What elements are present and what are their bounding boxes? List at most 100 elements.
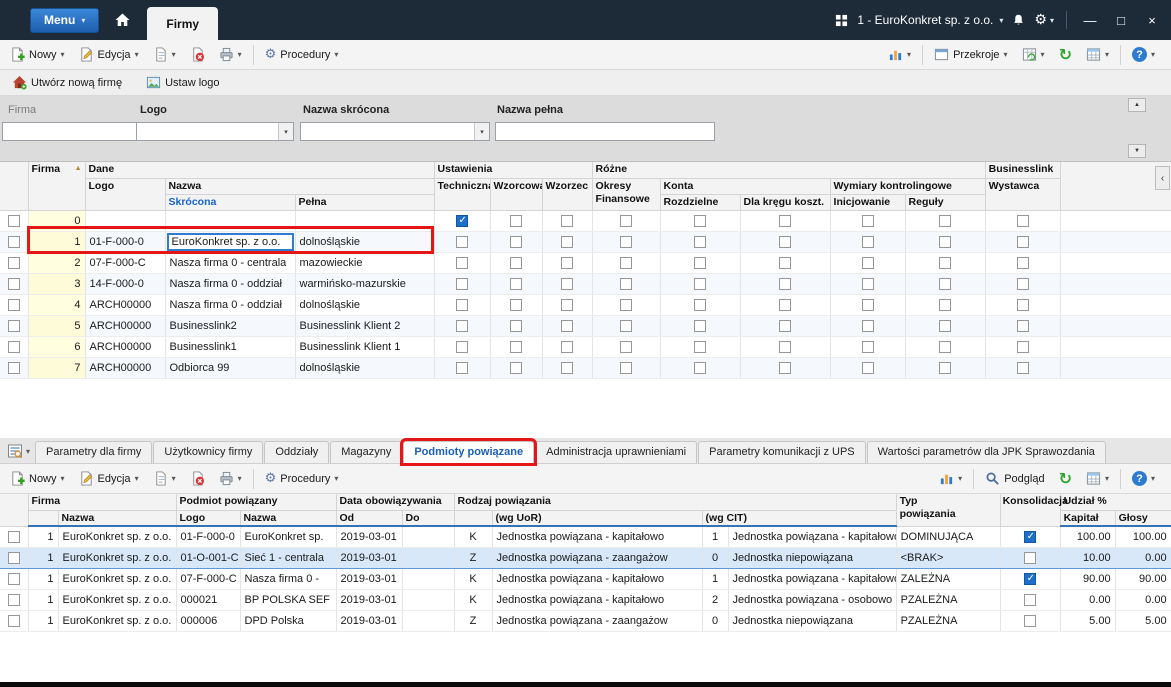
cell-inicjowanie[interactable]	[830, 294, 905, 315]
col-group-konta[interactable]: Konta	[660, 178, 830, 194]
cell-reguly[interactable]	[905, 273, 985, 294]
cell-rest[interactable]	[1060, 231, 1171, 252]
cell-skrocona[interactable]: Nasza firma 0 - oddział	[165, 273, 295, 294]
apps-grid-icon[interactable]	[835, 14, 848, 27]
checkbox[interactable]	[620, 362, 632, 374]
cell-inicjowanie[interactable]	[830, 357, 905, 378]
checkbox[interactable]	[1017, 341, 1029, 353]
checkbox[interactable]	[1017, 236, 1029, 248]
checkbox[interactable]	[939, 362, 951, 374]
cell-do[interactable]	[402, 590, 454, 611]
edit-button[interactable]: Edycja ▾	[73, 44, 145, 65]
checkbox[interactable]	[510, 278, 522, 290]
cell-typ[interactable]: PZALEŻNA	[896, 611, 1000, 632]
cell-rest[interactable]	[1060, 252, 1171, 273]
cell-reguly[interactable]	[905, 357, 985, 378]
cell-firma-nazwa[interactable]: EuroKonkret sp. z o.o.	[58, 548, 176, 569]
checkbox[interactable]	[694, 299, 706, 311]
checkbox[interactable]	[510, 341, 522, 353]
col-header-od[interactable]: Od	[336, 510, 402, 526]
cell-dla-kregu[interactable]	[740, 210, 830, 231]
cell-sel[interactable]	[0, 569, 28, 590]
company-row[interactable]: 314-F-000-0Nasza firma 0 - oddziałwarmiń…	[0, 273, 1171, 294]
cell-nazwa[interactable]: DPD Polska	[240, 611, 336, 632]
cell-dla-kregu[interactable]	[740, 336, 830, 357]
checkbox[interactable]	[862, 299, 874, 311]
related-entity-row[interactable]: 1EuroKonkret sp. z o.o.01-F-000-0EuroKon…	[0, 526, 1171, 548]
cell-pelna[interactable]: warmińsko-mazurskie	[295, 273, 434, 294]
company-row[interactable]: 101-F-000-0EuroKonkret sp. z o.o.dolnośl…	[0, 231, 1171, 252]
checkbox[interactable]	[8, 362, 20, 374]
cell-rodzaj-uor[interactable]: Jednostka powiązana - kapitałowo	[492, 526, 702, 548]
checkbox[interactable]	[862, 236, 874, 248]
cell-rozdzielne[interactable]	[660, 294, 740, 315]
scroll-down-button[interactable]: ▼	[1128, 144, 1146, 158]
company-row[interactable]: 207-F-000-CNasza firma 0 - centralamazow…	[0, 252, 1171, 273]
col-header-do[interactable]: Do	[402, 510, 454, 526]
col-group-businesslink[interactable]: Businesslink	[985, 162, 1060, 178]
cell-skrocona[interactable]: Businesslink1	[165, 336, 295, 357]
cell-do[interactable]	[402, 569, 454, 590]
cell-sel[interactable]	[0, 357, 28, 378]
checkbox[interactable]	[1024, 594, 1036, 606]
maximize-button[interactable]: □	[1110, 13, 1132, 28]
cell-wzorzec[interactable]	[542, 336, 592, 357]
detail-table-view-button[interactable]: ▾	[1080, 468, 1115, 489]
notifications-bell-icon[interactable]	[1012, 13, 1025, 27]
tab-podmioty-powiązane[interactable]: Podmioty powiązane	[403, 441, 534, 463]
checkbox[interactable]	[8, 552, 20, 564]
cell-rodzaj-cit[interactable]: Jednostka niepowiązana	[728, 611, 896, 632]
checkbox[interactable]	[510, 257, 522, 269]
cell-inicjowanie[interactable]	[830, 273, 905, 294]
col-header-skrocona[interactable]: Skrócona	[165, 194, 295, 210]
cell-skrocona[interactable]: EuroKonkret sp. z o.o.	[165, 231, 295, 252]
checkbox[interactable]	[939, 257, 951, 269]
cell-firma[interactable]: 3	[28, 273, 85, 294]
cell-rozdzielne[interactable]	[660, 252, 740, 273]
company-row[interactable]: 0	[0, 210, 1171, 231]
cell-logo[interactable]: ARCH00000	[85, 357, 165, 378]
cell-okresy[interactable]	[592, 336, 660, 357]
chart-button[interactable]: ▾	[882, 44, 917, 65]
cell-inicjowanie[interactable]	[830, 336, 905, 357]
checkbox[interactable]	[939, 236, 951, 248]
col-header-typ-powiazania[interactable]: Typ powiązania	[896, 494, 1000, 526]
cell-wzorcowa[interactable]	[490, 273, 542, 294]
cell-kod-cit[interactable]: 1	[702, 569, 728, 590]
cell-sel[interactable]	[0, 611, 28, 632]
col-group-ustawienia[interactable]: Ustawienia	[434, 162, 592, 178]
cell-wystawca[interactable]	[985, 315, 1060, 336]
checkbox[interactable]	[456, 215, 468, 227]
cell-reguly[interactable]	[905, 210, 985, 231]
cell-rozdzielne[interactable]	[660, 357, 740, 378]
cell-wzorcowa[interactable]	[490, 210, 542, 231]
tab-firmy[interactable]: Firmy	[147, 7, 218, 40]
cell-wzorcowa[interactable]	[490, 252, 542, 273]
detail-help-button[interactable]: ? ▾	[1126, 468, 1161, 489]
cell-kapital[interactable]: 90.00	[1060, 569, 1115, 590]
cell-okresy[interactable]	[592, 252, 660, 273]
cell-techniczna[interactable]	[434, 231, 490, 252]
tab-wartości-parametrów-dla-jpk-sprawozdania[interactable]: Wartości parametrów dla JPK Sprawozdania	[867, 441, 1106, 463]
cell-firma-nazwa[interactable]: EuroKonkret sp. z o.o.	[58, 569, 176, 590]
cell-glosy[interactable]: 0.00	[1115, 590, 1171, 611]
col-header-rozdzielne[interactable]: Rozdzielne	[660, 194, 740, 210]
checkbox[interactable]	[561, 278, 573, 290]
cell-skrocona[interactable]: Odbiorca 99	[165, 357, 295, 378]
checkbox[interactable]	[1017, 257, 1029, 269]
cell-rodzaj-uor[interactable]: Jednostka powiązana - kapitałowo	[492, 590, 702, 611]
cell-rest[interactable]	[1060, 315, 1171, 336]
checkbox[interactable]	[8, 573, 20, 585]
preview-button[interactable]: Podgląd	[979, 468, 1050, 489]
checkbox[interactable]	[510, 299, 522, 311]
tab-parametry-dla-firmy[interactable]: Parametry dla firmy	[35, 441, 152, 463]
cell-glosy[interactable]: 5.00	[1115, 611, 1171, 632]
checkbox[interactable]	[8, 299, 20, 311]
checkbox[interactable]	[779, 320, 791, 332]
col-header-techniczna[interactable]: Techniczna	[434, 178, 490, 210]
cell-inicjowanie[interactable]	[830, 252, 905, 273]
col-group-podmiot[interactable]: Podmiot powiązany	[176, 494, 336, 510]
cell-firma[interactable]: 1	[28, 569, 58, 590]
cell-kapital[interactable]: 100.00	[1060, 526, 1115, 548]
cell-pelna[interactable]: Businesslink Klient 1	[295, 336, 434, 357]
